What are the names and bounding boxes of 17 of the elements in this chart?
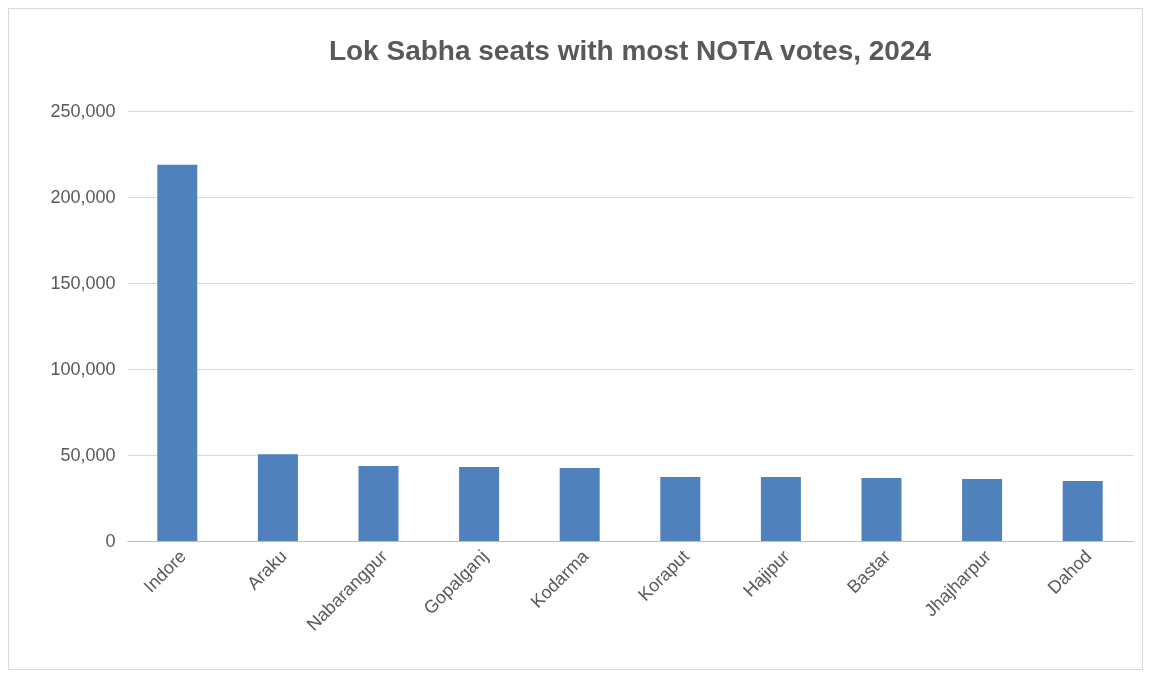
y-tick-label: 50,000 [60,444,116,465]
bar [760,477,801,541]
bar [660,477,701,541]
y-tick-label: 0 [105,530,116,551]
y-tick-label: 100,000 [50,358,116,379]
bar [559,468,600,541]
y-tick-label: 250,000 [50,100,116,121]
y-tick-label: 150,000 [50,272,116,293]
chart-title: Lok Sabha seats with most NOTA votes, 2024 [328,35,932,66]
y-tick-label: 200,000 [50,186,116,207]
bar [157,164,198,541]
bar [358,466,399,541]
bar [459,467,500,541]
bar [257,454,298,541]
bar [1062,480,1103,541]
bar [861,478,902,541]
bar [962,479,1003,541]
